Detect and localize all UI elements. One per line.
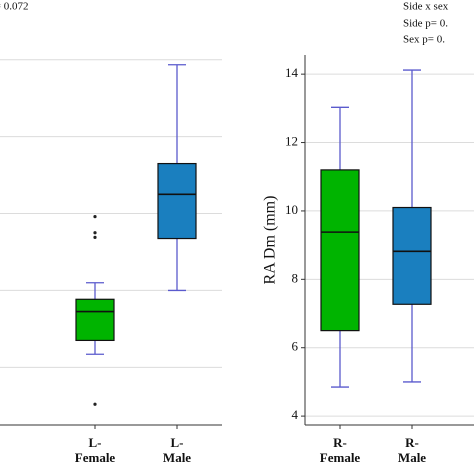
box xyxy=(157,162,197,240)
y-axis-label: RA Dm (mm) xyxy=(262,196,279,285)
y-tick-label: 8 xyxy=(292,270,299,285)
box xyxy=(75,298,115,342)
y-tick-label: 14 xyxy=(285,65,299,80)
outlier xyxy=(93,402,97,406)
x-tick-label: R-Male xyxy=(398,435,426,465)
y-tick-label: 6 xyxy=(292,339,299,354)
y-tick-label: 4 xyxy=(292,407,299,422)
annotation: Side x sex xyxy=(403,1,449,13)
outlier xyxy=(93,235,97,239)
box xyxy=(320,169,360,332)
y-tick-label: 12 xyxy=(285,134,298,149)
box xyxy=(392,206,432,305)
x-tick-label: R-Female xyxy=(320,435,361,465)
outlier xyxy=(93,231,97,235)
annotation: Sex p= 0. xyxy=(403,34,445,46)
annotation: Sex p= 0.072 xyxy=(0,1,28,13)
x-tick-label: L-Female xyxy=(75,435,116,465)
annotation: Side p= 0. xyxy=(403,18,448,30)
outlier xyxy=(93,215,97,219)
y-tick-label: 10 xyxy=(285,202,298,217)
x-tick-label: L-Male xyxy=(163,435,191,465)
